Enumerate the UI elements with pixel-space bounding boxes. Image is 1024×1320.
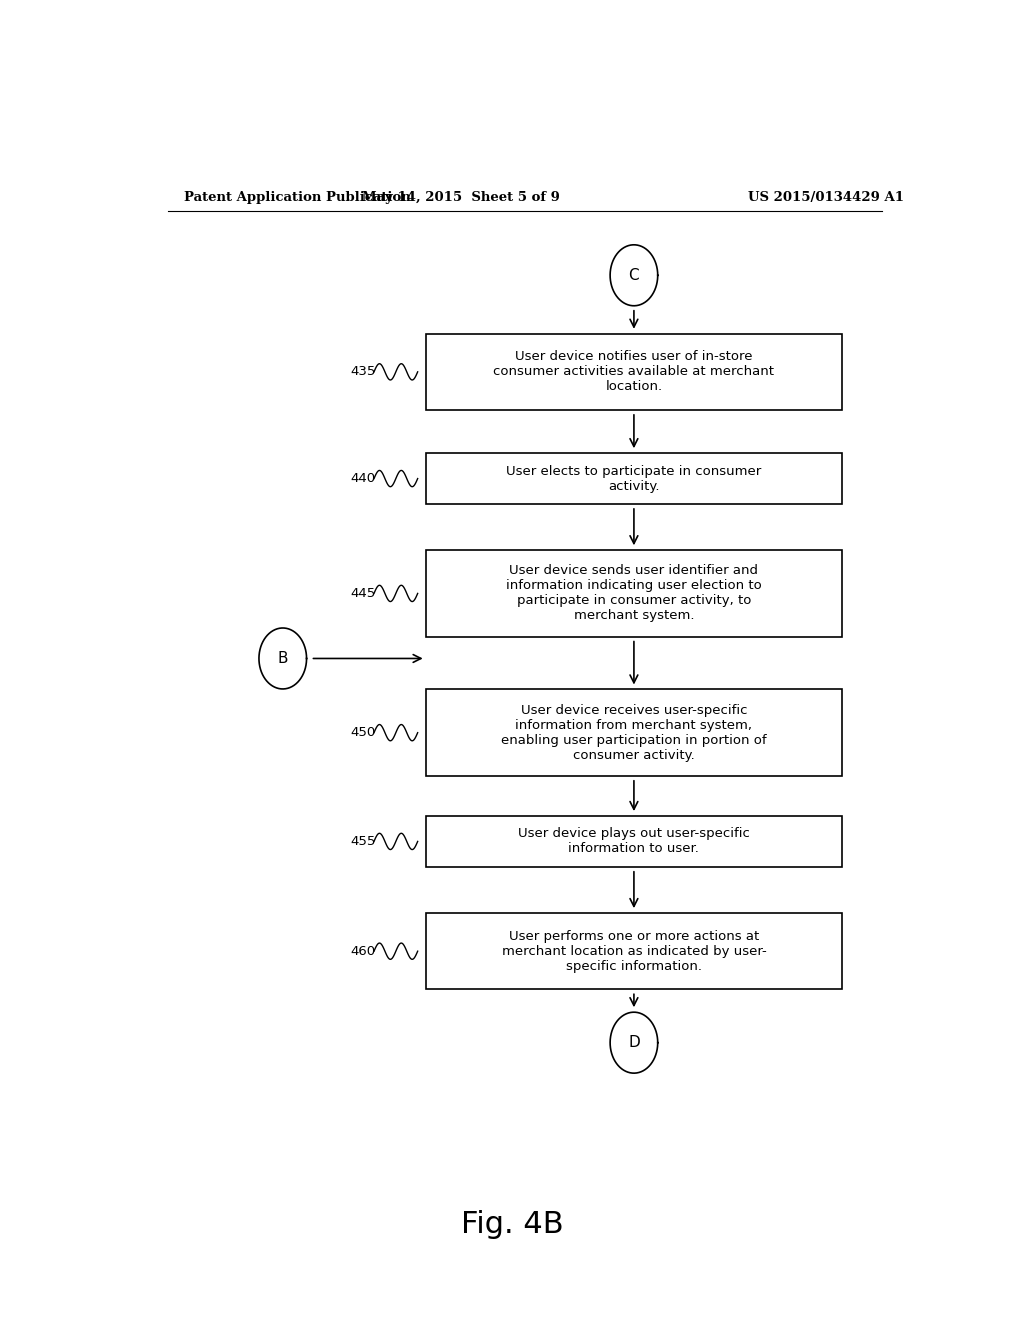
Text: Patent Application Publication: Patent Application Publication — [183, 190, 411, 203]
Text: 445: 445 — [350, 587, 376, 599]
Text: Fig. 4B: Fig. 4B — [461, 1210, 563, 1239]
Text: C: C — [629, 268, 639, 282]
Text: User elects to participate in consumer
activity.: User elects to participate in consumer a… — [506, 465, 762, 492]
FancyBboxPatch shape — [426, 689, 842, 776]
Text: User device plays out user-specific
information to user.: User device plays out user-specific info… — [518, 828, 750, 855]
Text: May 14, 2015  Sheet 5 of 9: May 14, 2015 Sheet 5 of 9 — [362, 190, 560, 203]
FancyBboxPatch shape — [426, 913, 842, 989]
Polygon shape — [259, 628, 306, 689]
Text: 455: 455 — [350, 836, 376, 847]
Text: 440: 440 — [350, 473, 376, 484]
FancyBboxPatch shape — [426, 816, 842, 867]
FancyBboxPatch shape — [426, 550, 842, 636]
Text: 435: 435 — [350, 366, 376, 379]
Text: 460: 460 — [350, 945, 376, 958]
Text: User performs one or more actions at
merchant location as indicated by user-
spe: User performs one or more actions at mer… — [502, 929, 766, 973]
Text: User device receives user-specific
information from merchant system,
enabling us: User device receives user-specific infor… — [501, 704, 767, 762]
Text: US 2015/0134429 A1: US 2015/0134429 A1 — [749, 190, 904, 203]
FancyBboxPatch shape — [426, 453, 842, 504]
Text: User device sends user identifier and
information indicating user election to
pa: User device sends user identifier and in… — [506, 565, 762, 623]
Text: B: B — [278, 651, 288, 667]
Polygon shape — [610, 244, 657, 306]
Text: User device notifies user of in-store
consumer activities available at merchant
: User device notifies user of in-store co… — [494, 350, 774, 393]
Polygon shape — [610, 1012, 657, 1073]
Text: 450: 450 — [350, 726, 376, 739]
FancyBboxPatch shape — [426, 334, 842, 411]
Text: D: D — [628, 1035, 640, 1051]
